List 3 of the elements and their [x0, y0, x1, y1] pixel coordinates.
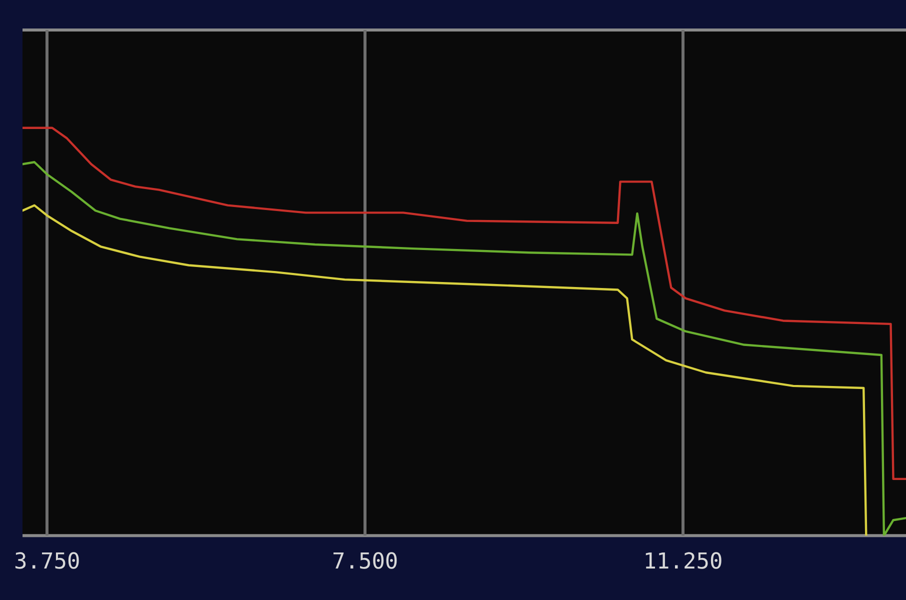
- x-tick-label: 7.500: [332, 550, 398, 575]
- x-tick-label: 3.750: [14, 550, 80, 575]
- x-tick-label: 11.250: [643, 550, 723, 575]
